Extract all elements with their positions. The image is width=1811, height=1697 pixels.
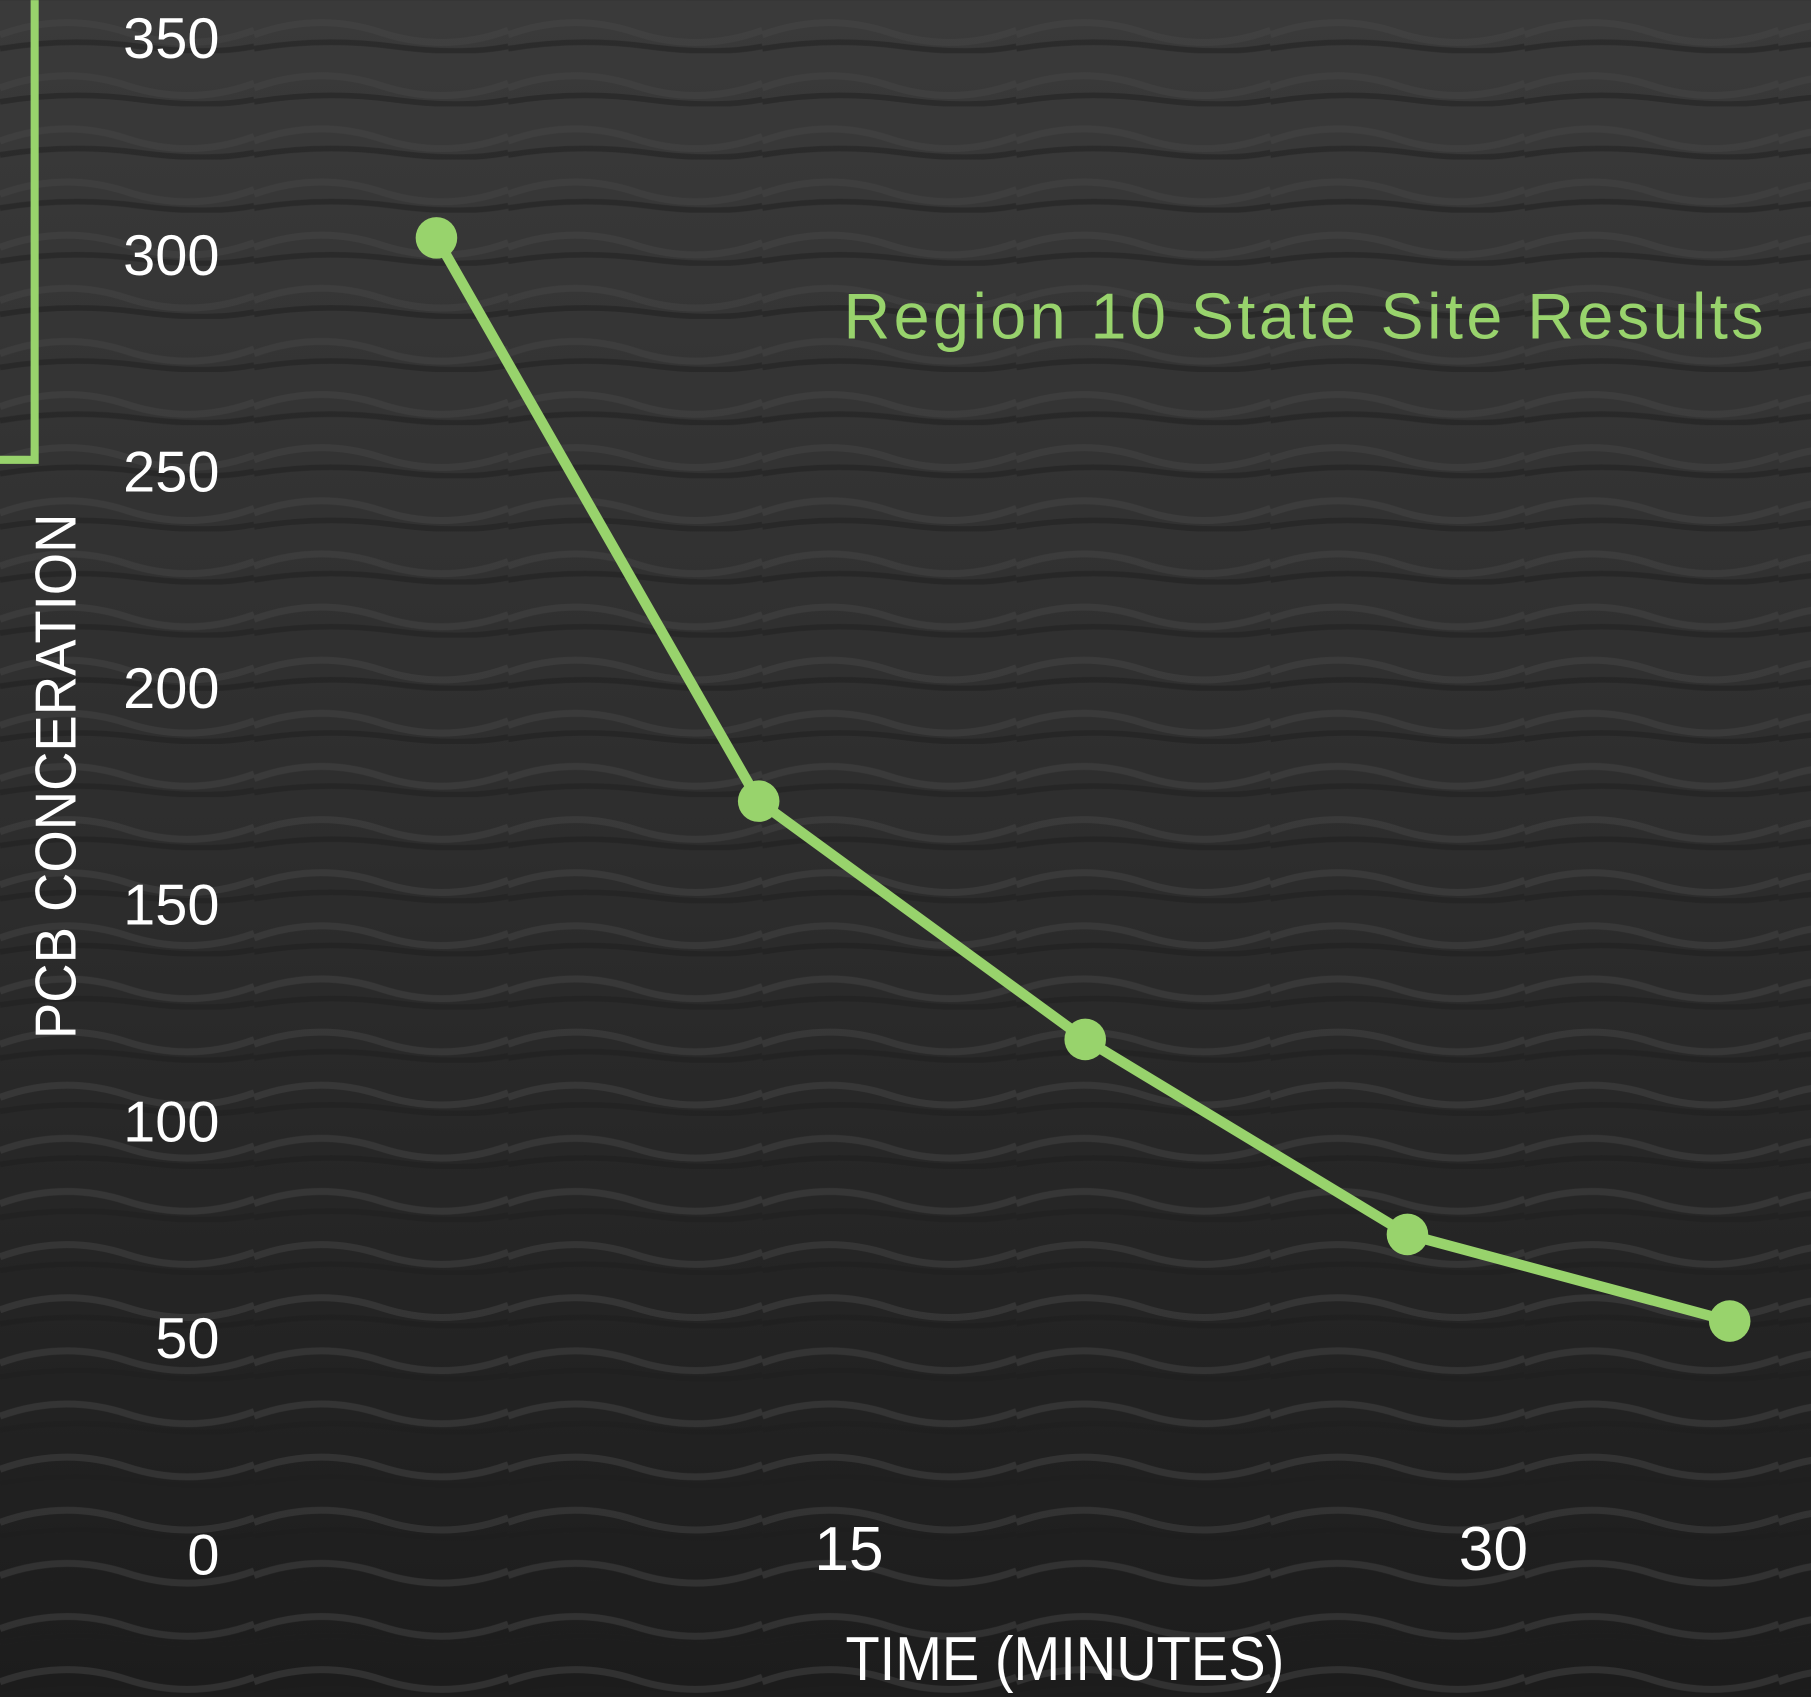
y-tick-label: 0	[187, 1524, 219, 1588]
y-tick-label: 250	[123, 440, 219, 504]
bracket-decoration	[0, 0, 39, 464]
y-tick-label: 150	[123, 874, 219, 938]
x-tick-label: 30	[1459, 1515, 1528, 1584]
data-point	[1708, 1300, 1751, 1342]
data-point	[1386, 1213, 1429, 1256]
chart-title: Region 10 State Site Results	[843, 279, 1767, 352]
data-point	[737, 780, 780, 822]
y-tick-label: 300	[123, 224, 219, 288]
x-tick-label: 15	[814, 1515, 883, 1584]
data-point	[415, 217, 458, 259]
x-axis-label: TIME (MINUTES)	[845, 1625, 1284, 1694]
y-tick-label: 350	[123, 7, 219, 71]
y-tick-label: 50	[155, 1307, 219, 1371]
y-tick-label: 100	[123, 1090, 219, 1154]
y-tick-label: 200	[123, 657, 219, 721]
y-axis-label: PCB CONCERATION	[24, 514, 88, 1040]
data-point	[1064, 1018, 1107, 1061]
